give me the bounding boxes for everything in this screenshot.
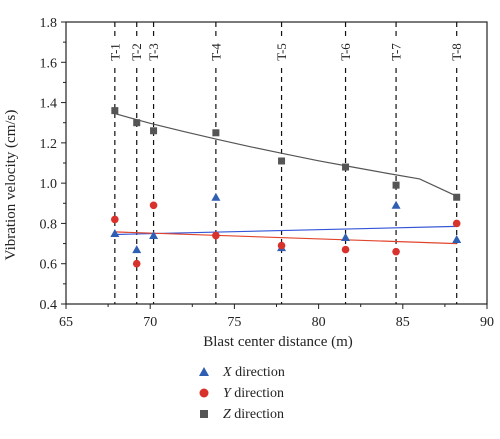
- x-tick-label: 70: [143, 315, 157, 330]
- data-point: [277, 241, 286, 250]
- legend-item: Y direction: [198, 383, 398, 404]
- legend: X direction Y direction Z direction: [198, 362, 398, 425]
- legend-item: X direction: [198, 362, 398, 383]
- plot-area: 65 70 75 80 85 90 0.4 0.6 0.8 1.0 1.2 1.4 1.6 1.8 T-1 T…: [40, 16, 495, 330]
- x-tick-label: 75: [227, 315, 241, 330]
- y-tick-label: 1.4: [40, 97, 58, 112]
- data-point: [149, 231, 159, 240]
- legend-marker: [199, 388, 209, 398]
- data-point: [453, 193, 461, 201]
- x-tick-label: 80: [312, 315, 326, 330]
- data-point: [111, 107, 119, 115]
- x-axis-label: Blast center distance (m): [203, 334, 353, 350]
- data-point: [211, 192, 221, 201]
- data-point: [133, 119, 141, 127]
- legend-marker: [200, 410, 208, 418]
- legend-item: Z direction: [198, 404, 398, 425]
- data-point: [391, 200, 401, 209]
- reference-line-label: T-1: [107, 43, 122, 61]
- x-tick-label: 90: [480, 315, 494, 330]
- y-tick-label: 0.6: [40, 258, 58, 273]
- reference-line-label: T-2: [129, 43, 144, 61]
- reference-line-label: T-4: [208, 43, 223, 61]
- x-tick-label: 85: [396, 315, 410, 330]
- data-point: [132, 245, 142, 254]
- data-point: [111, 215, 119, 224]
- reference-line-label: T-5: [274, 43, 289, 61]
- reference-line-label: T-8: [449, 43, 464, 61]
- data-point: [150, 127, 158, 135]
- plot-frame: [65, 21, 488, 305]
- y-axis-label: Vibration velocity (cm/s): [3, 110, 19, 261]
- x-tick-label: 65: [59, 315, 73, 330]
- reference-line-label: T-7: [389, 43, 404, 61]
- data-point: [110, 229, 120, 237]
- legend-label: Y direction: [223, 386, 285, 401]
- fit-line: [114, 225, 457, 236]
- y-tick-label: 1.2: [40, 137, 58, 152]
- data-point: [392, 181, 400, 189]
- legend-marker: [199, 367, 209, 376]
- y-tick-label: 1.6: [40, 56, 58, 71]
- legend-label: X direction: [223, 365, 285, 380]
- data-point: [278, 157, 286, 165]
- legend-label: Z direction: [223, 407, 285, 422]
- fit-line: [114, 113, 457, 197]
- y-tick-label: 0.4: [40, 298, 58, 313]
- data-point: [342, 163, 350, 171]
- data-point: [341, 233, 351, 242]
- data-point: [341, 245, 350, 254]
- data-point: [452, 219, 461, 228]
- y-tick-label: 1.0: [40, 177, 58, 192]
- data-point: [212, 231, 220, 240]
- fit-line: [114, 231, 457, 245]
- y-tick-label: 1.8: [40, 16, 58, 31]
- data-point: [212, 129, 220, 137]
- data-point: [392, 247, 400, 256]
- data-point: [132, 259, 141, 268]
- y-tick-label: 0.8: [40, 217, 58, 232]
- data-point: [452, 235, 462, 244]
- reference-line-label: T-6: [338, 43, 353, 61]
- reference-line-label: T-3: [146, 43, 161, 61]
- data-point: [149, 201, 158, 210]
